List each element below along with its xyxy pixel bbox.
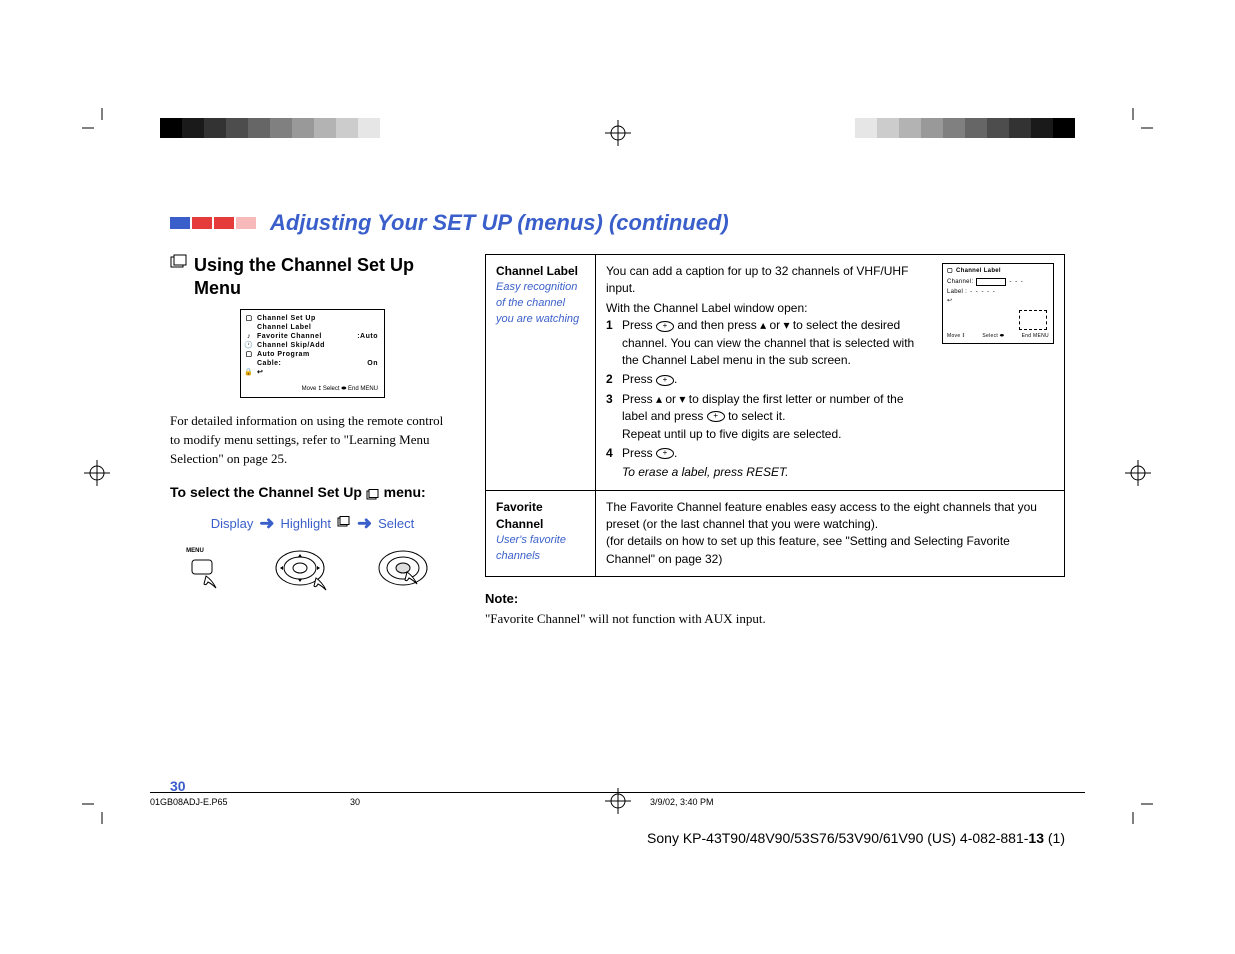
flow-diagram: Display ➜ Highlight ➜ Select (170, 513, 455, 534)
mini-osd-label-label: Label : (947, 288, 967, 297)
registration-mark-top (605, 120, 631, 146)
footer-meta: 01GB08ADJ-E.P65 30 3/9/02, 3:40 PM (150, 792, 1085, 808)
mini-foot-r: End MENU (1022, 333, 1049, 340)
bottom-suffix: (1) (1044, 830, 1065, 846)
main-title: Adjusting Your SET UP (menus) (continued… (170, 210, 1065, 236)
mini-foot-l: Move ⭥ (947, 333, 965, 340)
arrow-icon: ➜ (259, 513, 274, 534)
arrow-icon: ➜ (357, 513, 372, 534)
row2-line1: The Favorite Channel feature enables eas… (606, 499, 1054, 534)
pip-icon (1019, 310, 1047, 330)
row2-subtitle: User's favorite channels (496, 533, 585, 565)
crop-mark-br (1113, 784, 1153, 824)
title-blocks-icon (170, 217, 256, 229)
bottom-text: Sony KP-43T90/48V90/53S76/53V90/61V90 (U… (647, 830, 1028, 846)
left-column: Using the Channel Set Up Menu ▢Channel S… (170, 254, 455, 629)
crop-mark-bl (82, 784, 122, 824)
right-column: Channel Label Easy recognition of the ch… (485, 254, 1065, 629)
section-title: Using the Channel Set Up Menu (170, 254, 455, 299)
page-content: Adjusting Your SET UP (menus) (continued… (170, 210, 1065, 794)
erase-note: To erase a label, press RESET. (622, 464, 932, 481)
row2-title: Favorite Channel (496, 499, 585, 534)
menu-button-icon: MENU (186, 548, 234, 599)
remote-buttons-row: MENU (170, 548, 455, 599)
crop-mark-tr (1113, 108, 1153, 148)
footer-file: 01GB08ADJ-E.P65 (150, 797, 350, 808)
crop-mark-tl (82, 108, 122, 148)
mini-osd-header: Channel Label (956, 267, 1001, 276)
section-title-text: Using the Channel Set Up Menu (194, 254, 455, 299)
calibration-bar-right (833, 118, 1075, 138)
feature-table: Channel Label Easy recognition of the ch… (485, 254, 1065, 577)
flow-highlight: Highlight (280, 516, 331, 531)
dpad-center-icon (377, 548, 439, 599)
note-heading: Note: (485, 591, 1065, 606)
footer-date: 3/9/02, 3:40 PM (650, 797, 714, 808)
flow-select: Select (378, 516, 414, 531)
osd-title: Channel Set Up (257, 315, 378, 322)
row1-title: Channel Label (496, 263, 585, 280)
footer-page: 30 (350, 797, 650, 808)
registration-mark-left (84, 460, 110, 486)
table-row: Favorite Channel User's favorite channel… (486, 490, 1065, 577)
osd-screenshot: ▢Channel Set Up Channel Label♪Favorite C… (240, 309, 385, 398)
main-title-text: Adjusting Your SET UP (menus) (continued… (270, 210, 729, 236)
table-row: Channel Label Easy recognition of the ch… (486, 255, 1065, 491)
folder-icon (170, 254, 188, 275)
row1-subtitle: Easy recognition of the channel you are … (496, 280, 585, 328)
dpad-outer-icon (274, 548, 336, 599)
flow-display: Display (211, 516, 254, 531)
note-text: "Favorite Channel" will not function wit… (485, 610, 1065, 629)
row2-line2: (for details on how to set up this featu… (606, 533, 1054, 568)
intro-paragraph: For detailed information on using the re… (170, 412, 455, 469)
registration-mark-right (1125, 460, 1151, 486)
mini-foot-m: Select ⬬ (982, 333, 1004, 340)
row1-intro1: You can add a caption for up to 32 chann… (606, 263, 932, 298)
steps-list: 1Press and then press ▴ or ▾ to select t… (606, 317, 932, 462)
folder-small-icon (337, 516, 351, 531)
calibration-bar-left (160, 118, 402, 138)
select-heading: To select the Channel Set Up menu: (170, 483, 455, 501)
mini-osd: ▢Channel Label Channel:- - - Label :- - … (942, 263, 1054, 344)
row1-intro2: With the Channel Label window open: (606, 300, 932, 317)
bottom-line: Sony KP-43T90/48V90/53S76/53V90/61V90 (U… (647, 830, 1065, 846)
bottom-bold: 13 (1028, 830, 1044, 846)
mini-osd-channel-label: Channel: (947, 278, 973, 287)
folder-inline-icon (366, 487, 380, 499)
